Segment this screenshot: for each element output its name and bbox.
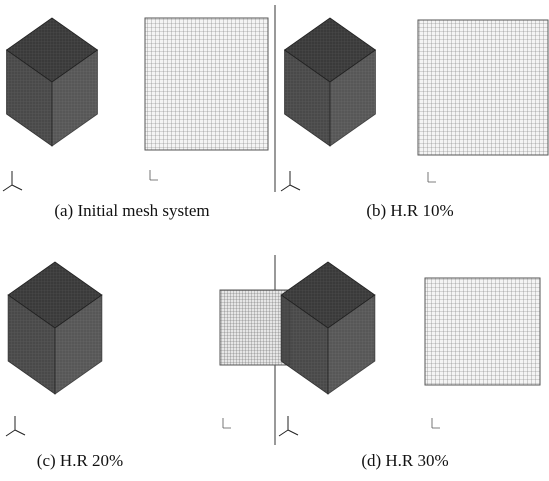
axis-triad (223, 418, 231, 428)
mesh-square (220, 290, 290, 365)
mesh-square (425, 278, 540, 385)
axis-triad (150, 170, 158, 180)
axis-triad (281, 171, 300, 191)
axis-triad (432, 418, 440, 428)
mesh-square (418, 20, 548, 155)
axis-triad (3, 171, 22, 191)
caption: (d) H.R 30% (361, 451, 448, 470)
caption: (b) H.R 10% (366, 201, 453, 220)
caption: (a) Initial mesh system (54, 201, 209, 220)
axis-triad (6, 416, 25, 436)
mesh-square (145, 18, 268, 150)
axis-triad (279, 416, 298, 436)
axis-triad (428, 172, 436, 182)
caption: (c) H.R 20% (37, 451, 123, 470)
figure: (a) Initial mesh system (b) H.R 10% (c) H.… (0, 0, 549, 476)
